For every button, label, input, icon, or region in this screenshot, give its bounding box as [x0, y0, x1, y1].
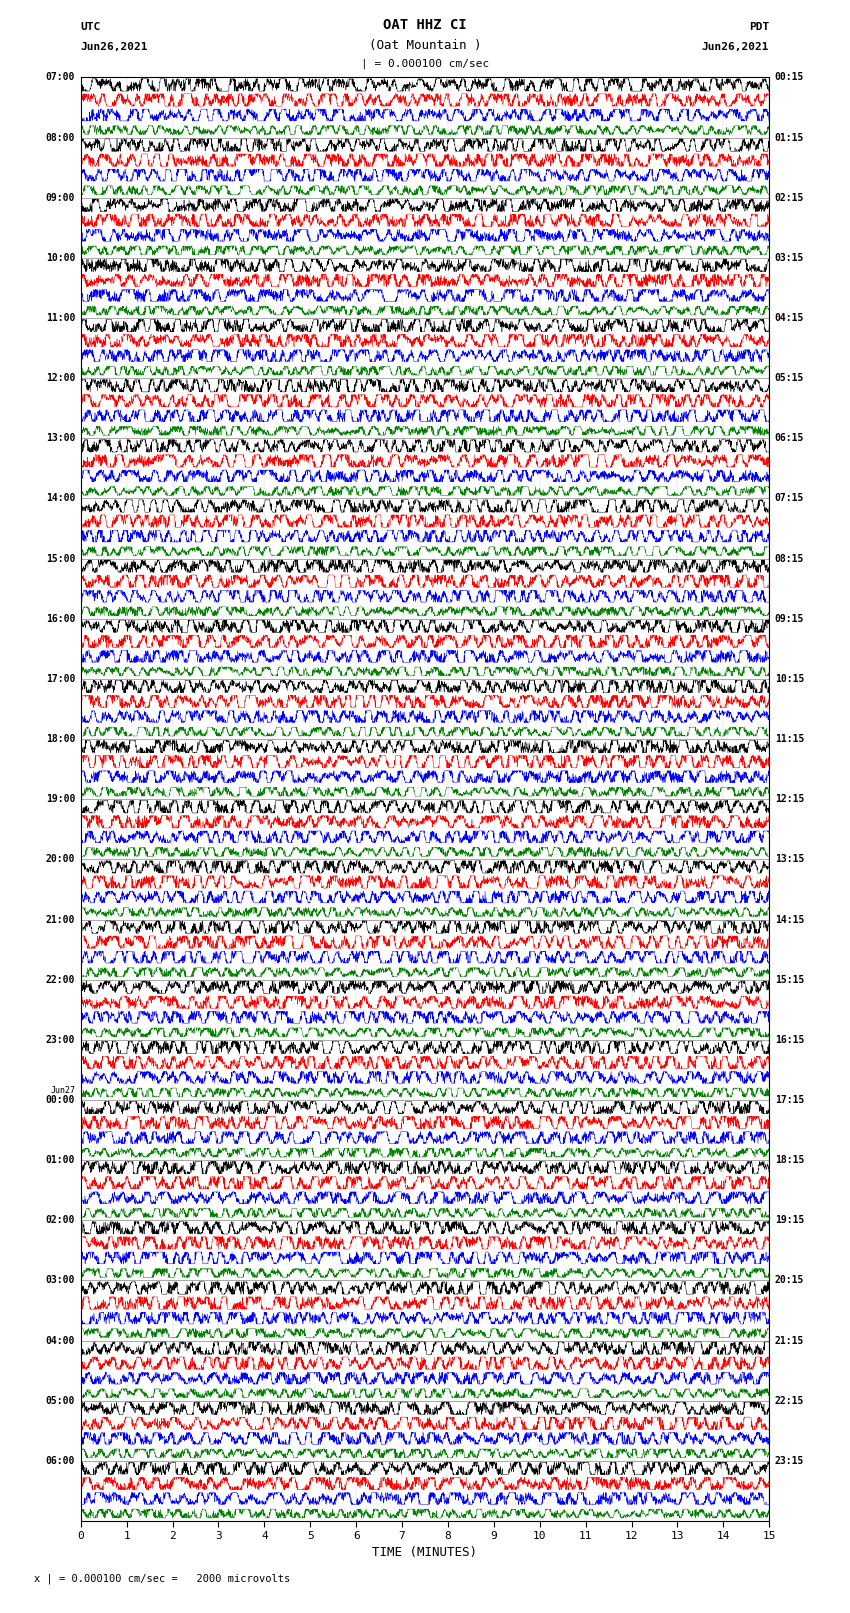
Text: 21:00: 21:00: [46, 915, 75, 924]
Text: 05:15: 05:15: [775, 373, 804, 384]
Text: 19:15: 19:15: [775, 1215, 804, 1226]
Text: PDT: PDT: [749, 23, 769, 32]
Text: 05:00: 05:00: [46, 1395, 75, 1407]
Text: 08:00: 08:00: [46, 132, 75, 142]
Text: 01:00: 01:00: [46, 1155, 75, 1165]
Text: 15:15: 15:15: [775, 974, 804, 984]
X-axis label: TIME (MINUTES): TIME (MINUTES): [372, 1545, 478, 1558]
Text: Jun26,2021: Jun26,2021: [702, 42, 769, 52]
Text: 00:00: 00:00: [46, 1095, 75, 1105]
Text: 22:15: 22:15: [775, 1395, 804, 1407]
Text: 11:15: 11:15: [775, 734, 804, 744]
Text: 04:15: 04:15: [775, 313, 804, 323]
Text: | = 0.000100 cm/sec: | = 0.000100 cm/sec: [361, 58, 489, 69]
Text: 06:00: 06:00: [46, 1457, 75, 1466]
Text: 01:15: 01:15: [775, 132, 804, 142]
Text: Jun26,2021: Jun26,2021: [81, 42, 148, 52]
Text: 14:15: 14:15: [775, 915, 804, 924]
Text: 13:15: 13:15: [775, 855, 804, 865]
Text: 15:00: 15:00: [46, 553, 75, 563]
Text: 02:15: 02:15: [775, 192, 804, 203]
Text: 10:00: 10:00: [46, 253, 75, 263]
Text: 02:00: 02:00: [46, 1215, 75, 1226]
Text: 09:15: 09:15: [775, 615, 804, 624]
Text: 18:00: 18:00: [46, 734, 75, 744]
Text: 17:00: 17:00: [46, 674, 75, 684]
Text: Jun27: Jun27: [50, 1086, 75, 1095]
Text: 18:15: 18:15: [775, 1155, 804, 1165]
Text: 10:15: 10:15: [775, 674, 804, 684]
Text: 23:00: 23:00: [46, 1036, 75, 1045]
Text: 08:15: 08:15: [775, 553, 804, 563]
Text: 16:15: 16:15: [775, 1036, 804, 1045]
Text: UTC: UTC: [81, 23, 101, 32]
Text: 11:00: 11:00: [46, 313, 75, 323]
Text: 17:15: 17:15: [775, 1095, 804, 1105]
Text: 22:00: 22:00: [46, 974, 75, 984]
Text: 21:15: 21:15: [775, 1336, 804, 1345]
Text: 04:00: 04:00: [46, 1336, 75, 1345]
Text: 19:00: 19:00: [46, 794, 75, 805]
Text: 20:00: 20:00: [46, 855, 75, 865]
Text: 12:00: 12:00: [46, 373, 75, 384]
Text: 12:15: 12:15: [775, 794, 804, 805]
Text: x | = 0.000100 cm/sec =   2000 microvolts: x | = 0.000100 cm/sec = 2000 microvolts: [34, 1573, 290, 1584]
Text: 16:00: 16:00: [46, 615, 75, 624]
Text: 14:00: 14:00: [46, 494, 75, 503]
Text: 03:15: 03:15: [775, 253, 804, 263]
Text: 07:15: 07:15: [775, 494, 804, 503]
Text: 06:15: 06:15: [775, 434, 804, 444]
Text: 09:00: 09:00: [46, 192, 75, 203]
Text: 13:00: 13:00: [46, 434, 75, 444]
Text: 00:15: 00:15: [775, 73, 804, 82]
Text: 20:15: 20:15: [775, 1276, 804, 1286]
Text: (Oat Mountain ): (Oat Mountain ): [369, 39, 481, 52]
Text: 23:15: 23:15: [775, 1457, 804, 1466]
Text: 07:00: 07:00: [46, 73, 75, 82]
Text: OAT HHZ CI: OAT HHZ CI: [383, 18, 467, 32]
Text: 03:00: 03:00: [46, 1276, 75, 1286]
